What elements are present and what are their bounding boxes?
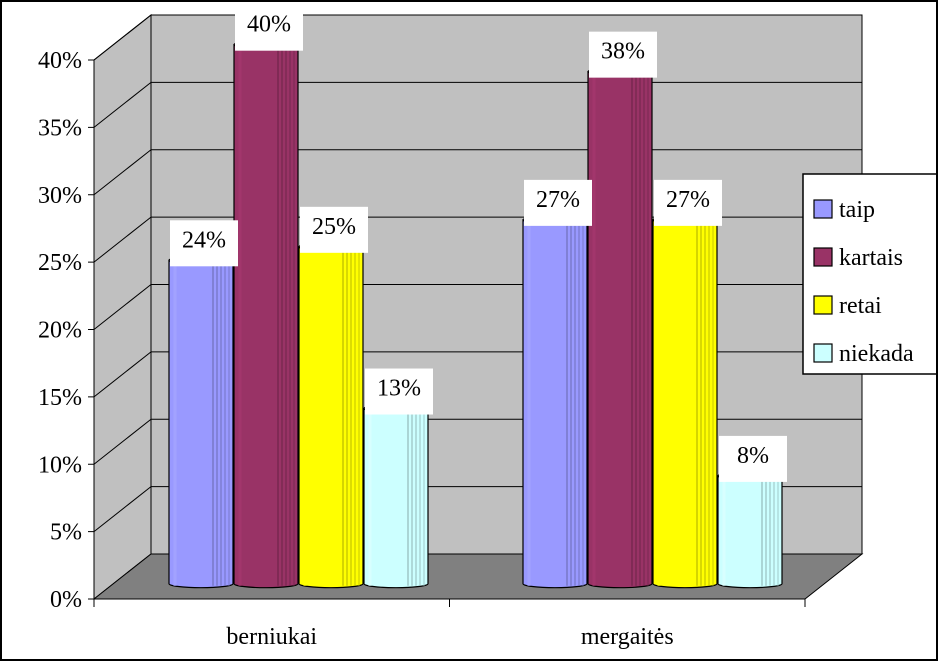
bar-retai-1 <box>652 215 718 589</box>
data-label-box <box>524 179 592 226</box>
bar-retai-0 <box>298 242 364 589</box>
bar-body <box>522 219 588 589</box>
gridline-side <box>93 149 152 196</box>
bar-body <box>587 71 653 589</box>
bar-body <box>652 219 718 589</box>
y-tick-label: 10% <box>38 452 82 478</box>
legend-swatch-taip <box>813 199 833 219</box>
y-tick-label: 0% <box>50 587 82 613</box>
gridline-side <box>93 216 152 263</box>
bar-body <box>717 475 783 589</box>
data-label-kartais-1: 38% <box>601 39 645 65</box>
y-tick-label: 20% <box>38 318 82 344</box>
bar-niekada-1 <box>717 471 783 589</box>
bar-taip-0 <box>168 255 234 589</box>
bar-body <box>233 44 299 589</box>
gridline-side <box>93 351 152 398</box>
bar-body <box>168 259 234 589</box>
legend-swatch-retai <box>813 295 833 315</box>
y-tick-label: 15% <box>38 385 82 411</box>
data-label-retai-1: 27% <box>666 187 710 213</box>
data-label-box <box>719 435 787 482</box>
bar-body <box>363 407 429 589</box>
data-label-kartais-0: 40% <box>247 12 291 38</box>
legend-swatch-niekada <box>813 343 833 363</box>
gridline-side <box>93 284 152 330</box>
x-tick-label: berniukai <box>226 624 317 650</box>
gridline-side <box>93 486 152 533</box>
legend-label-taip: taip <box>839 197 875 223</box>
bar-body <box>298 246 364 589</box>
data-label-box <box>589 31 657 78</box>
data-label-retai-0: 25% <box>312 214 356 240</box>
data-label-box <box>654 179 722 226</box>
data-label-taip-1: 27% <box>536 187 580 213</box>
bar-niekada-0 <box>363 403 429 589</box>
bar-kartais-0 <box>233 40 299 589</box>
y-tick-label: 40% <box>38 48 82 74</box>
x-tick-label: mergaitės <box>581 624 674 650</box>
y-tick-label: 35% <box>38 115 82 141</box>
bar-taip-1 <box>522 215 588 589</box>
data-label-taip-0: 24% <box>182 227 226 253</box>
y-axis: 0% 5% 10% 15% 20% 25% 30% 35% 40% <box>38 48 95 613</box>
data-label-box <box>365 368 433 415</box>
gridline-side <box>93 81 152 128</box>
data-label-box <box>235 4 303 51</box>
y-tick-label: 5% <box>50 520 82 546</box>
bar-kartais-1 <box>587 67 653 589</box>
legend-label-kartais: kartais <box>839 245 903 271</box>
data-label-box <box>300 206 368 253</box>
legend-swatch-kartais <box>813 247 833 267</box>
y-tick-label: 25% <box>38 250 82 276</box>
data-label-niekada-1: 8% <box>737 443 769 469</box>
legend-label-niekada: niekada <box>839 341 914 367</box>
y-tick-label: 30% <box>38 183 82 209</box>
legend: taip kartais retai niekada <box>802 173 938 375</box>
gridline-side <box>93 14 152 61</box>
gridline-side <box>93 418 152 465</box>
data-label-niekada-0: 13% <box>377 376 421 402</box>
legend-label-retai: retai <box>839 293 882 319</box>
data-label-box <box>170 220 238 267</box>
data-labels: 24% 40% 25% 13% 27% 38% 27% 8% <box>170 4 787 482</box>
x-axis: berniukai mergaitės <box>93 598 806 650</box>
